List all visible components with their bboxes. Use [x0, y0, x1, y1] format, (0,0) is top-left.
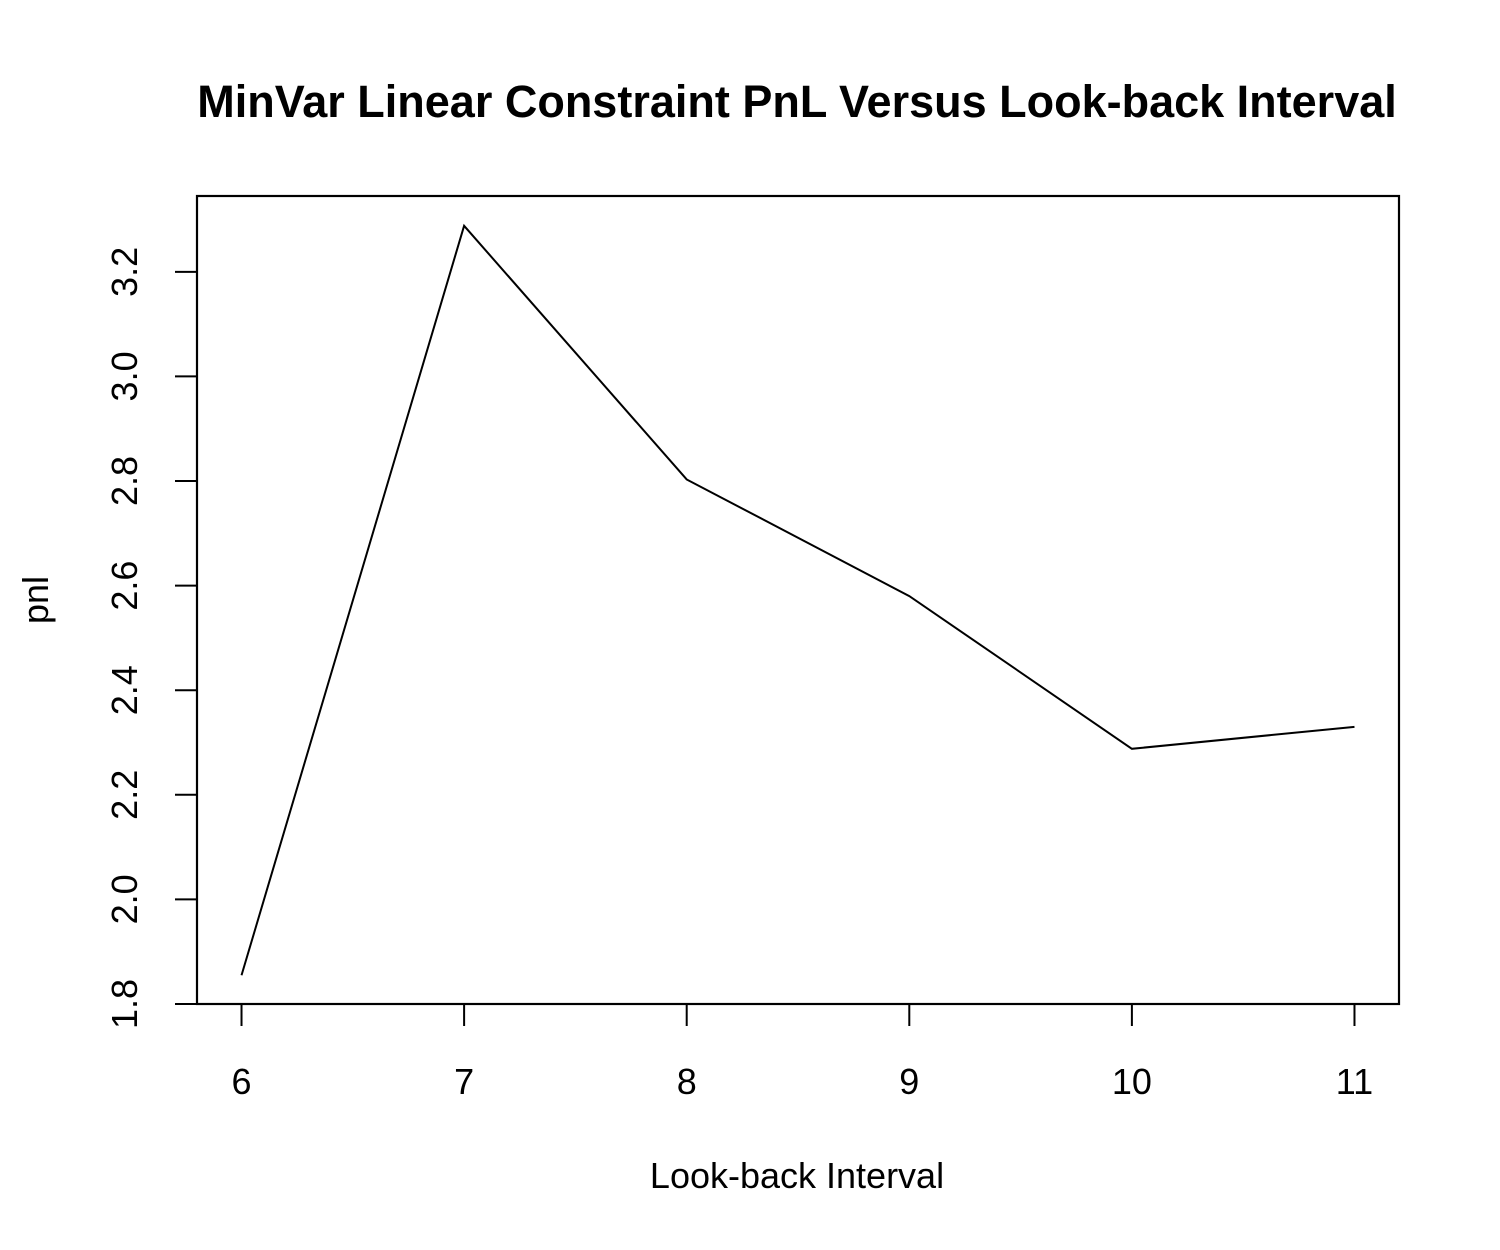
x-tick-label: 6 [232, 1061, 252, 1102]
x-tick-label: 8 [677, 1061, 697, 1102]
y-tick-label: 3.2 [104, 247, 145, 297]
y-axis: 1.8 2.0 2.2 2.4 2.6 2.8 3.0 3.2 [104, 247, 197, 1029]
y-tick-label: 2.6 [104, 561, 145, 611]
x-axis-label: Look-back Interval [650, 1155, 944, 1196]
y-tick-label: 1.8 [104, 979, 145, 1029]
x-axis: 6 7 8 9 10 11 [232, 1004, 1373, 1102]
y-tick-label: 2.2 [104, 770, 145, 820]
x-tick-label: 10 [1112, 1061, 1152, 1102]
y-tick-label: 2.0 [104, 874, 145, 924]
y-tick-label: 2.4 [104, 665, 145, 715]
chart-title: MinVar Linear Constraint PnL Versus Look… [197, 76, 1397, 127]
x-tick-label: 11 [1336, 1061, 1373, 1102]
series-line [240, 223, 1355, 976]
plot-frame [195, 194, 1401, 1006]
y-tick-label: 2.8 [104, 456, 145, 506]
y-tick-label: 3.0 [104, 351, 145, 401]
x-tick-label: 9 [899, 1061, 919, 1102]
y-axis-label: pnl [15, 576, 56, 624]
x-tick-label: 7 [454, 1061, 474, 1102]
